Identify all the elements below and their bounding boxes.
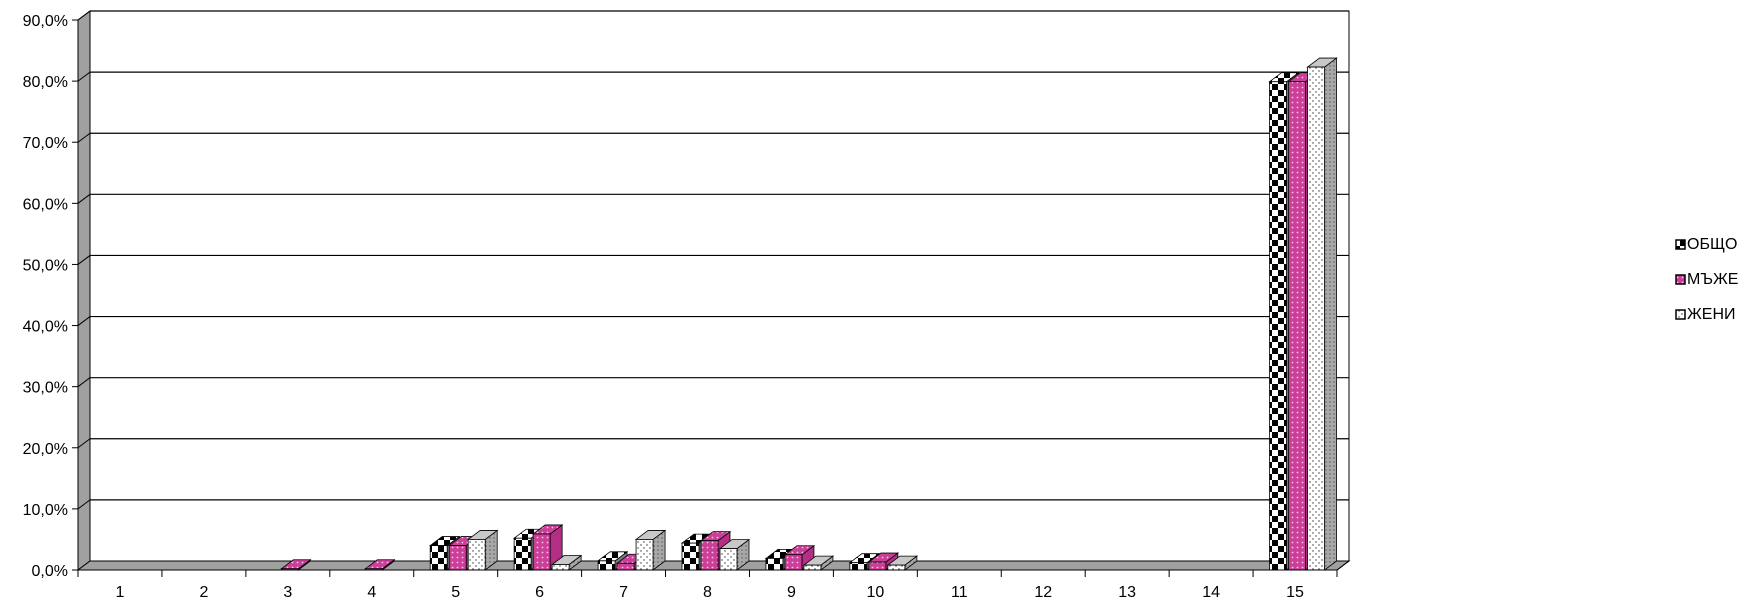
bar-front bbox=[635, 539, 654, 571]
legend-item: ОБЩО bbox=[1675, 236, 1737, 253]
x-tick-label: 12 bbox=[1034, 584, 1052, 601]
gridline-diagonal bbox=[77, 10, 91, 21]
bar-front bbox=[719, 548, 738, 571]
x-tick-label: 6 bbox=[535, 584, 544, 601]
bar bbox=[634, 529, 667, 571]
gridline-diagonal bbox=[77, 193, 91, 204]
bar-front bbox=[784, 554, 803, 571]
x-tick-label: 15 bbox=[1286, 584, 1304, 601]
y-tick-label: 60,0% bbox=[23, 196, 68, 213]
bar bbox=[802, 555, 835, 571]
y-tick-label: 40,0% bbox=[23, 319, 68, 336]
legend-item: ЖЕНИ bbox=[1675, 306, 1736, 323]
legend-item: МЪЖЕ bbox=[1675, 271, 1738, 288]
legend-label: МЪЖЕ bbox=[1687, 271, 1738, 288]
gridline-diagonal bbox=[77, 132, 91, 143]
axis-edge bbox=[1336, 560, 1350, 571]
bar-front bbox=[429, 545, 448, 571]
y-tick-label: 70,0% bbox=[23, 135, 68, 152]
legend-swatch bbox=[1675, 309, 1686, 320]
bar-front bbox=[887, 564, 906, 571]
bar-front bbox=[1269, 81, 1287, 571]
x-tick-label: 10 bbox=[866, 584, 884, 601]
back-wall bbox=[90, 11, 1349, 561]
bar bbox=[867, 552, 900, 571]
x-tick-label: 7 bbox=[619, 584, 628, 601]
bar bbox=[364, 558, 396, 571]
bar bbox=[467, 529, 499, 571]
gridline-diagonal bbox=[77, 255, 91, 265]
bar-front bbox=[448, 545, 467, 571]
bar-front bbox=[700, 540, 719, 571]
x-tick-label: 3 bbox=[283, 584, 292, 601]
legend-swatch bbox=[1675, 274, 1686, 285]
bar-front bbox=[616, 562, 635, 571]
bar-front bbox=[849, 562, 868, 571]
x-tick-label: 11 bbox=[951, 584, 968, 601]
bar-front bbox=[681, 542, 700, 571]
gridline-diagonal bbox=[77, 499, 91, 510]
side-wall bbox=[77, 10, 91, 571]
bar-front bbox=[532, 533, 551, 571]
y-tick-label: 20,0% bbox=[23, 441, 68, 458]
x-tick-label: 9 bbox=[787, 584, 796, 601]
y-axis: 0,0% 10,0% 20,0% 30,0% 40,0% 50,0% 60,0% 70,0% 8… bbox=[23, 10, 1350, 580]
bar-front bbox=[868, 561, 887, 571]
legend-label: ОБЩО bbox=[1687, 236, 1737, 253]
legend-label: ЖЕНИ bbox=[1687, 306, 1736, 323]
y-tick-label: 10,0% bbox=[23, 502, 68, 519]
x-tick-label: 2 bbox=[199, 584, 208, 601]
x-tick-label: 5 bbox=[451, 584, 460, 601]
bar-front bbox=[803, 564, 822, 571]
bar-front bbox=[765, 557, 784, 571]
bar-front bbox=[513, 537, 532, 571]
bar bbox=[531, 524, 564, 571]
bar-front bbox=[1307, 66, 1325, 571]
bar bbox=[550, 554, 583, 571]
bar bbox=[280, 558, 312, 571]
gridline-diagonal bbox=[77, 438, 91, 449]
gridline-diagonal bbox=[77, 316, 91, 326]
gridline-diagonal bbox=[77, 377, 91, 388]
bar-front bbox=[551, 564, 570, 571]
legend-swatch bbox=[1675, 239, 1686, 250]
bar-front bbox=[467, 539, 486, 571]
y-tick-label: 0,0% bbox=[32, 563, 68, 580]
bar bbox=[1306, 57, 1338, 571]
y-tick-label: 50,0% bbox=[23, 257, 68, 274]
gridline-diagonal bbox=[77, 71, 91, 82]
bar bbox=[718, 538, 751, 571]
x-tick-label: 4 bbox=[367, 584, 376, 601]
bar-side bbox=[1324, 57, 1337, 571]
legend: ОБЩО МЪЖЕ ЖЕНИ bbox=[1675, 236, 1738, 323]
bar-front bbox=[597, 560, 616, 571]
x-tick-label: 8 bbox=[703, 584, 712, 601]
x-axis: 1 2 3 4 5 6 7 8 9 10 11 12 13 14 15 bbox=[77, 569, 1338, 601]
x-tick-label: 1 bbox=[116, 584, 125, 601]
x-tick-label: 14 bbox=[1202, 584, 1220, 601]
x-tick-label: 13 bbox=[1118, 584, 1136, 601]
bar-front bbox=[1288, 81, 1306, 571]
y-tick-label: 80,0% bbox=[23, 74, 68, 91]
chart-back-wall bbox=[76, 10, 1351, 571]
y-tick-label: 90,0% bbox=[23, 13, 68, 30]
y-tick-label: 30,0% bbox=[23, 380, 68, 397]
